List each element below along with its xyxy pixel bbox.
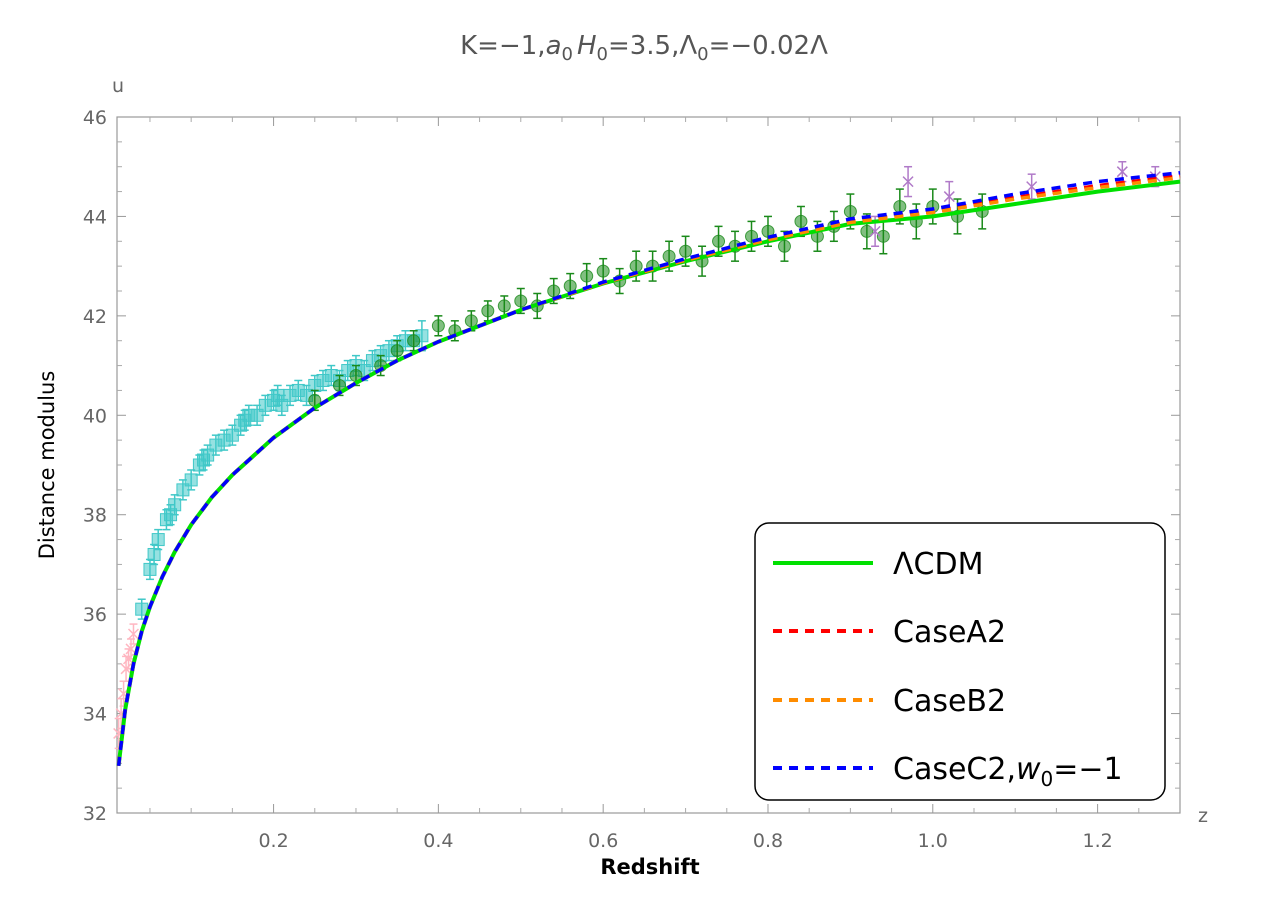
data-point [481,304,495,318]
data-point [679,244,693,258]
data-point [1116,166,1128,178]
legend-label-casea2: CaseA2 [893,615,1006,650]
data-point [860,224,874,238]
data-point [407,334,421,348]
y-tick-label: 36 [83,604,107,626]
chart-title: K=−1,a0 H0=3.5,Λ0=−0.02Λ [460,31,828,65]
model-curves [116,170,1181,767]
y-tick-label: 44 [83,206,107,228]
legend: ΛCDM CaseA2 CaseB2 CaseC2,w0=−1 [754,522,1166,801]
legend-label-lcdm: ΛCDM [893,547,983,582]
y-tick-label: 46 [83,107,107,129]
data-point [943,191,955,203]
data-point [869,225,881,237]
data-point [893,199,907,213]
data-point [596,264,610,278]
data-point [580,269,594,283]
x-tick-label: 0.6 [588,830,618,852]
data-point [777,239,791,253]
data-point [902,176,914,188]
y-tick-label: 34 [83,704,107,726]
data-point [147,547,161,561]
legend-label-caseb2: CaseB2 [893,684,1006,719]
data-point [514,294,528,308]
axis-ticks [117,116,1180,814]
data-point [184,473,198,487]
series-line-casec2 [116,170,1181,767]
x-tick-label: 1.0 [918,830,948,852]
x-tick-label: 1.2 [1082,830,1112,852]
data-point [125,643,137,655]
data-point [547,284,561,298]
y-axis-label: Distance modulus [35,371,59,560]
data-point [390,344,404,358]
y-tick-label: 40 [83,405,107,427]
y-tick-label: 38 [83,505,107,527]
data-point [662,249,676,263]
data-point [794,214,808,228]
y-tick-label: 32 [83,803,107,825]
axis-tick-labels: 0.2 0.4 0.6 0.8 1.0 1.2 32 34 36 38 40 42 44 46 [83,107,1113,852]
data-point [143,562,157,576]
data-point [629,259,643,273]
data-point [127,628,140,640]
data-point [876,229,890,243]
x-axis-label: Redshift [600,855,699,879]
data-point [843,204,857,218]
y-tick-label: 42 [83,306,107,328]
x-tick-label: 0.8 [753,830,783,852]
y-axis-letter: u [112,75,124,97]
data-point [712,234,726,248]
data-point [464,314,478,328]
x-axis-letter: z [1198,805,1208,827]
legend-box [754,522,1166,801]
legend-label-casec2: CaseC2,w0=−1 [893,752,1123,791]
data-point [151,533,165,547]
x-tick-label: 0.4 [423,830,453,852]
x-tick-label: 0.2 [258,830,288,852]
data-point [168,498,182,512]
data-point [431,319,445,333]
data-point [1026,181,1038,193]
data-point [497,299,511,313]
